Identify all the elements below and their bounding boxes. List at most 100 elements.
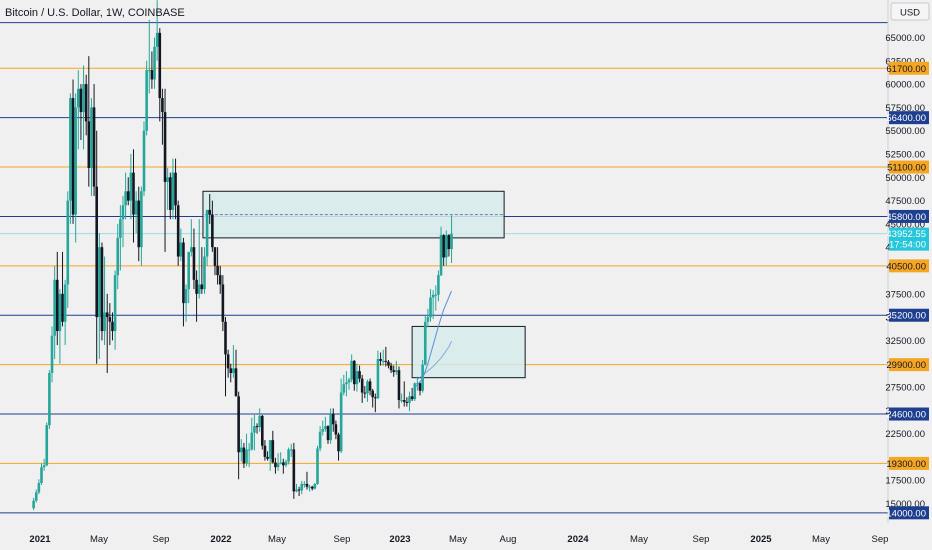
x-tick-label: Sep <box>153 534 170 545</box>
candle-body <box>358 371 361 379</box>
candle-body <box>79 88 83 113</box>
candle-body <box>284 461 288 466</box>
current-price-tag <box>889 227 929 251</box>
chart-title: Bitcoin / U.S. Dollar, 1W, COINBASE <box>5 7 185 19</box>
candle-body <box>450 233 453 250</box>
candle-body <box>66 200 70 285</box>
candle-body <box>266 456 269 459</box>
candle-body <box>53 279 56 336</box>
level-tag-label: 35200.00 <box>886 311 926 322</box>
candle-body <box>308 486 311 488</box>
candle-body <box>174 172 177 206</box>
candle-body <box>282 462 285 466</box>
candle-body <box>439 235 443 276</box>
candle-body <box>224 321 227 355</box>
candle-body <box>389 365 393 371</box>
current-price-label: 43952.55 <box>886 229 926 240</box>
candle-body <box>195 279 198 294</box>
candle-body <box>324 426 327 429</box>
x-tick-label: 2025 <box>750 534 772 545</box>
candle-body <box>350 360 353 380</box>
candle-body <box>34 492 38 501</box>
candle-body <box>229 368 233 374</box>
candle-body <box>58 293 62 332</box>
candle-body <box>247 449 251 451</box>
level-tag-label: 56400.00 <box>886 113 926 124</box>
candle-body <box>274 462 277 468</box>
level-tag <box>889 407 929 421</box>
candle-body <box>168 177 172 210</box>
candle-body <box>216 265 219 276</box>
candle-body <box>295 489 298 492</box>
ema-fast-line <box>414 290 452 389</box>
candle-body <box>431 294 435 298</box>
candle-body <box>69 98 72 201</box>
candle-body <box>116 237 120 276</box>
level-tag-label: 40500.00 <box>886 261 926 272</box>
ema-slow-line <box>417 341 452 380</box>
candle-body <box>176 205 180 257</box>
candle-body <box>203 256 206 290</box>
candle-body <box>40 467 43 483</box>
y-tick-label: 17500.00 <box>885 476 925 487</box>
candle-body <box>268 440 272 459</box>
candle-body <box>42 465 46 468</box>
x-tick-label: May <box>449 534 467 545</box>
candle-body <box>237 396 240 453</box>
candle-body <box>305 483 309 487</box>
candle-body <box>105 312 109 318</box>
candle-body <box>108 317 112 322</box>
candle-body <box>158 32 162 99</box>
candle-body <box>232 368 235 374</box>
candle-body <box>90 107 93 168</box>
candle-body <box>37 482 41 493</box>
candle-body <box>163 112 167 182</box>
candle-body <box>253 426 256 433</box>
candle-body <box>303 483 306 485</box>
x-tick-label: May <box>268 534 286 545</box>
candle-body <box>213 247 217 266</box>
y-tick-label: 52500.00 <box>885 150 925 161</box>
candle-body <box>366 381 369 394</box>
currency-button-bg[interactable] <box>890 2 930 21</box>
candle-body <box>218 275 222 285</box>
level-tag <box>889 61 929 75</box>
candle-body <box>297 489 301 491</box>
candle-body <box>92 107 96 187</box>
candle-body <box>98 247 101 318</box>
candle-body <box>103 312 106 332</box>
candle-body <box>426 317 430 322</box>
candle-body <box>48 373 51 426</box>
level-tag-label: 29900.00 <box>886 360 926 371</box>
candle-body <box>276 463 280 468</box>
currency-button[interactable]: USD <box>890 2 930 21</box>
candle-body <box>124 191 127 206</box>
candle-body <box>134 200 138 215</box>
candle-body <box>161 98 164 113</box>
candle-body <box>313 483 317 489</box>
x-tick-label: Sep <box>334 534 351 545</box>
candle-body <box>111 321 114 332</box>
currency-button-label[interactable]: USD <box>900 8 920 19</box>
candle-body <box>192 247 196 280</box>
candle-body <box>171 172 175 210</box>
candle-body <box>329 414 332 441</box>
candle-body <box>334 424 338 435</box>
candle-body <box>387 361 390 366</box>
candle-body <box>226 354 230 369</box>
candle-body <box>379 359 382 361</box>
x-tick-label: May <box>630 534 648 545</box>
candle-body <box>126 191 130 201</box>
level-tag-label: 19300.00 <box>886 459 926 470</box>
candle-body <box>368 381 372 391</box>
level-tag <box>889 308 929 322</box>
candle-body <box>245 449 248 464</box>
zone-box <box>202 190 505 239</box>
level-tag-label: 45800.00 <box>886 212 926 223</box>
candle-body <box>258 415 261 428</box>
candle-body <box>71 98 75 215</box>
candle-body <box>84 84 88 122</box>
candle-body <box>119 219 122 238</box>
candle-body <box>392 370 396 373</box>
